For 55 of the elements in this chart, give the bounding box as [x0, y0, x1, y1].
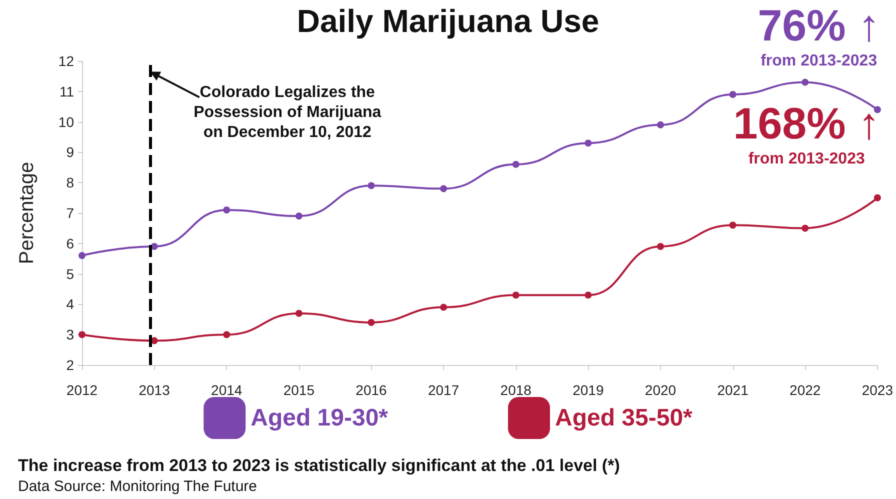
- y-tick-label: 4: [66, 296, 74, 312]
- point: [512, 160, 520, 168]
- point: [874, 106, 881, 114]
- point: [729, 90, 736, 98]
- chart-title: Daily Marijuana Use: [296, 3, 600, 39]
- point: [584, 292, 592, 299]
- point: [802, 78, 809, 86]
- y-tick-label: 12: [58, 53, 74, 69]
- legend-label: Aged 35-50*: [555, 404, 694, 432]
- x-tick-label: 2013: [138, 382, 170, 398]
- x-tick-label: 2019: [572, 382, 604, 398]
- annotation: 76% ↑ from 2013-2023: [758, 2, 880, 70]
- source-note: Data Source: Monitoring The Future: [18, 478, 258, 495]
- y-axis-title: Percentage: [16, 162, 38, 264]
- point: [584, 140, 592, 147]
- x-tick-label: 2016: [356, 382, 388, 398]
- point: [657, 121, 664, 128]
- point: [729, 222, 736, 229]
- x-tick-label: 2012: [66, 382, 98, 398]
- y-tick-label: 9: [66, 144, 74, 160]
- point: [295, 212, 302, 220]
- point: [223, 331, 230, 338]
- point: [512, 292, 520, 299]
- point: [368, 318, 375, 326]
- text: The increase from 2013 to 2023 is statistically significant at the .01 level (*): [18, 456, 620, 475]
- legend-label: Aged 19-30*: [250, 404, 389, 432]
- y-tick-label: 6: [66, 235, 74, 252]
- point: [368, 182, 375, 190]
- point: [802, 224, 809, 232]
- x-tick-label: 2017: [428, 382, 460, 398]
- x-tick-label: 2018: [500, 382, 532, 398]
- y-tick-label: 5: [66, 266, 74, 282]
- x-tick-label: 2020: [644, 382, 676, 398]
- y-tick-label: 2: [66, 357, 74, 373]
- y-tick-label: 3: [66, 326, 74, 343]
- y-tick-label: 8: [66, 174, 74, 191]
- point: [295, 310, 302, 317]
- point: [440, 185, 448, 192]
- point: [78, 252, 86, 260]
- x-tick-label: 2021: [717, 382, 749, 398]
- y-tick-label: 7: [66, 205, 74, 221]
- point: [657, 242, 664, 250]
- ref-line-label: Colorado Legalizes the Possession of Marijuana on December 10, 2012: [194, 84, 382, 141]
- x-tick-label: 2014: [211, 382, 242, 398]
- x-tick-label: 2023: [862, 382, 894, 398]
- annotation: 168% ↑ from 2013-2023: [733, 100, 880, 168]
- y-tick-label: 10: [58, 114, 74, 130]
- x-tick-label: 2015: [283, 382, 315, 398]
- point: [223, 206, 230, 214]
- x-tick-label: 2022: [790, 382, 821, 398]
- point: [78, 331, 86, 338]
- point: [874, 194, 881, 202]
- point: [150, 242, 158, 250]
- y-tick-label: 11: [59, 83, 74, 100]
- point: [440, 304, 448, 311]
